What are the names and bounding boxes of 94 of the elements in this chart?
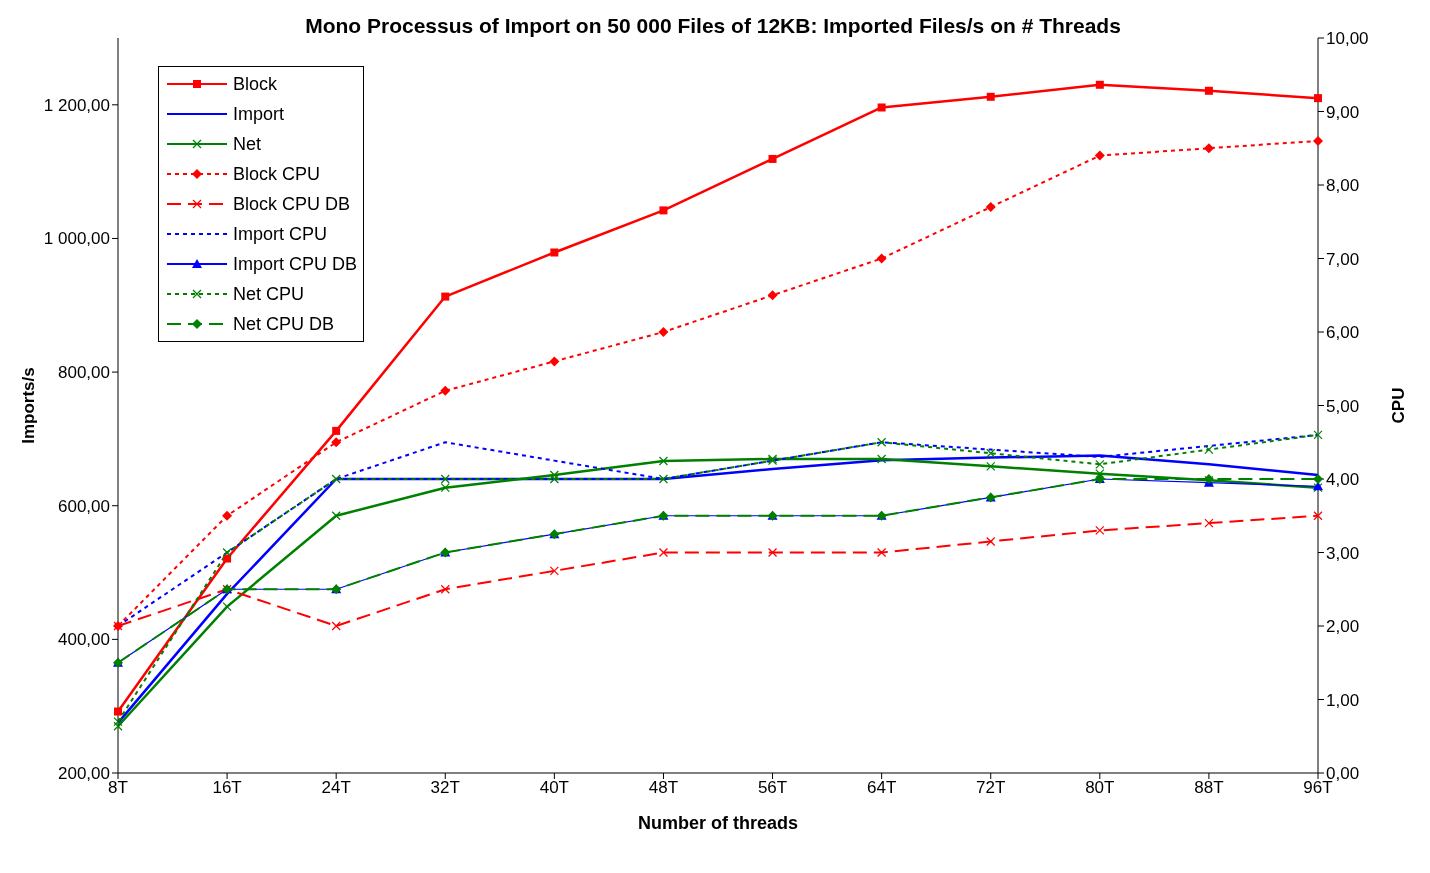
point	[658, 456, 669, 466]
y-tick-label: 600,00	[58, 496, 110, 516]
y-tick-label: 400,00	[58, 630, 110, 650]
point	[877, 454, 887, 464]
y2-tick-label: 5,00	[1326, 396, 1360, 416]
point	[549, 474, 559, 484]
y2-tick-label: 2,00	[1326, 617, 1360, 637]
y2-axis-title: CPU	[1389, 387, 1409, 424]
point	[658, 327, 669, 337]
x-tick-label: 8T	[108, 778, 128, 798]
chart-title: Mono Processus of Import on 50 000 Files of 12KB: Imported Files/s on # Threads	[305, 14, 1121, 37]
legend-label: Block CPU	[233, 163, 321, 185]
legend-label: Import CPU DB	[233, 253, 358, 275]
x-tick-label: 16T	[212, 778, 242, 798]
point	[441, 292, 450, 301]
point	[767, 547, 778, 558]
point	[1094, 150, 1105, 161]
point	[222, 547, 232, 558]
x-tick-label: 88T	[1194, 778, 1224, 798]
y2-tick-label: 3,00	[1326, 543, 1360, 563]
legend-label: Net	[233, 133, 262, 155]
point	[1095, 525, 1105, 536]
point	[549, 470, 559, 480]
point	[1313, 474, 1323, 484]
point	[1204, 86, 1213, 95]
point	[877, 547, 887, 558]
x-tick-label: 80T	[1085, 778, 1115, 798]
point	[113, 716, 123, 727]
point	[331, 621, 341, 631]
point	[223, 554, 232, 563]
y-tick-label: 1 200,00	[43, 95, 110, 115]
point	[1095, 469, 1105, 479]
point	[1203, 143, 1214, 154]
y2-tick-label: 4,00	[1326, 470, 1360, 490]
point	[1095, 459, 1105, 469]
x-tick-label: 72T	[976, 778, 1006, 798]
point	[331, 511, 341, 521]
y-tick-label: 200,00	[58, 764, 110, 784]
point	[658, 547, 669, 558]
point	[1313, 511, 1323, 521]
legend-label: Import CPU	[233, 223, 328, 245]
point	[440, 474, 450, 484]
x-tick-label: 32T	[430, 778, 460, 798]
point	[659, 206, 668, 215]
x-tick-label: 56T	[757, 778, 788, 798]
y2-tick-label: 10,00	[1326, 29, 1369, 49]
point	[222, 510, 233, 521]
point	[876, 253, 887, 264]
point	[332, 426, 341, 435]
point	[1204, 518, 1214, 528]
point	[113, 721, 123, 731]
point	[986, 536, 996, 547]
point	[877, 437, 887, 447]
legend-label: Net CPU DB	[233, 313, 335, 335]
point	[331, 474, 341, 484]
legend-label: Block CPU DB	[233, 193, 351, 215]
point	[985, 202, 996, 213]
point	[440, 584, 450, 594]
point	[549, 356, 560, 367]
x-tick-label: 24T	[321, 778, 351, 798]
point	[550, 248, 559, 257]
x-tick-label: 48T	[648, 778, 679, 798]
point	[986, 461, 996, 471]
y-tick-label: 800,00	[58, 363, 110, 383]
y2-tick-label: 7,00	[1326, 249, 1360, 269]
point	[331, 437, 342, 448]
x-tick-label: 64T	[866, 778, 897, 798]
legend-label: Import	[233, 103, 285, 125]
y2-tick-label: 1,00	[1326, 690, 1360, 710]
y2-tick-label: 9,00	[1326, 102, 1360, 122]
point	[1095, 80, 1104, 89]
point	[222, 602, 232, 612]
point	[768, 154, 777, 163]
y-tick-label: 1 000,00	[43, 229, 110, 249]
point	[986, 92, 995, 101]
point	[440, 483, 450, 493]
point	[549, 566, 559, 576]
point	[877, 103, 886, 112]
point	[767, 290, 778, 301]
point	[986, 448, 996, 458]
y-axis-title: Imports/s	[19, 367, 39, 444]
point	[440, 385, 451, 396]
point	[114, 707, 122, 716]
point	[1204, 445, 1214, 455]
point	[658, 474, 669, 484]
point	[1313, 430, 1323, 440]
legend-label: Net CPU	[233, 283, 305, 305]
x-axis-title: Number of threads	[637, 813, 799, 833]
point	[1314, 94, 1322, 103]
x-tick-label: 40T	[539, 778, 570, 798]
y2-tick-label: 6,00	[1326, 323, 1360, 343]
y2-tick-label: 8,00	[1326, 176, 1360, 196]
legend-label: Block	[233, 73, 278, 95]
point	[1313, 135, 1323, 146]
